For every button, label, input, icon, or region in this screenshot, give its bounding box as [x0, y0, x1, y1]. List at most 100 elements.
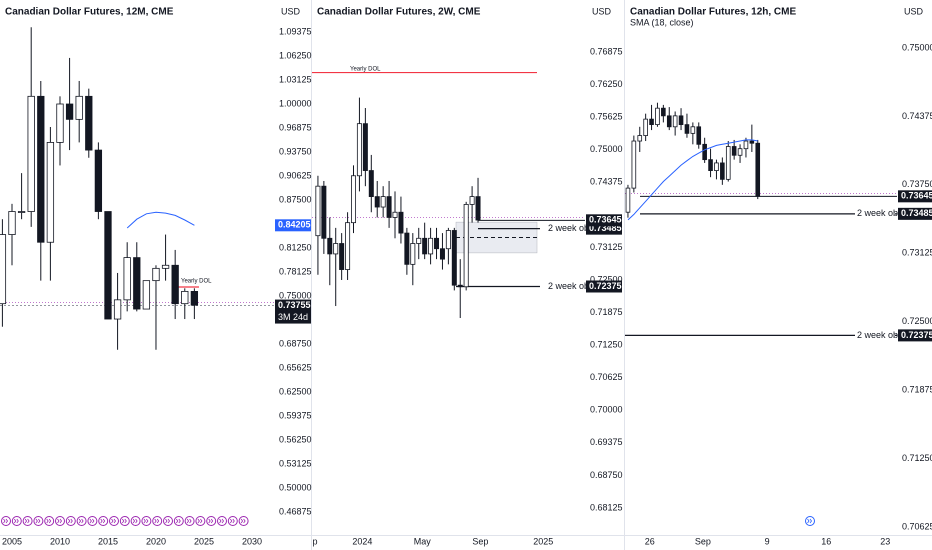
candle-body	[684, 124, 690, 134]
event-icon	[195, 516, 206, 526]
y-tick-label: 0.72500	[590, 274, 623, 284]
y-tick-label: 0.71875	[902, 385, 932, 395]
candle-body	[333, 243, 339, 255]
candle-body	[463, 204, 469, 288]
candle-body	[392, 211, 398, 218]
candle-body	[56, 103, 64, 143]
event-icon	[173, 516, 184, 526]
candle-body	[386, 196, 392, 218]
event-icon-chevron	[132, 518, 138, 524]
event-icon	[98, 516, 109, 526]
candle-body	[643, 118, 648, 136]
level-label: 2 week ob	[857, 208, 898, 218]
y-tick-label: 0.81250	[279, 242, 312, 252]
chart-title: Canadian Dollar Futures, 12h, CME	[630, 7, 796, 18]
last-price-tag: 0.73645	[589, 215, 622, 225]
x-tick-label: 2030	[242, 536, 262, 546]
candle-body	[94, 149, 103, 212]
event-icon	[206, 516, 217, 526]
event-icon-chevron	[35, 518, 41, 524]
candle-body	[637, 135, 643, 142]
event-icon-chevron	[89, 518, 95, 524]
y-tick-label: 0.75000	[902, 42, 932, 52]
event-icon-chevron	[57, 518, 62, 524]
x-tick-label: Sep	[695, 536, 711, 546]
event-icon-chevron	[46, 518, 52, 524]
y-tick-label: 1.06250	[279, 50, 312, 60]
event-icon	[141, 516, 152, 526]
y-tick-label: 0.59375	[279, 410, 312, 420]
event-icon	[119, 516, 130, 526]
event-icon	[1, 516, 11, 526]
y-tick-label: 0.56250	[279, 434, 312, 444]
x-tick-label: p	[312, 536, 317, 546]
candle-body	[339, 243, 345, 270]
candle-body	[755, 142, 761, 197]
level-label: 2 week ob	[548, 281, 589, 291]
price-tag-bg	[586, 280, 622, 293]
y-tick-label: 0.75000	[279, 290, 312, 300]
level-label: 2 week ob	[548, 223, 589, 233]
event-icon-chevron	[78, 518, 84, 524]
last-price-tag: 0.73755	[278, 300, 311, 310]
candle-body	[625, 187, 631, 213]
price-tag-bg	[898, 329, 932, 342]
y-tick-label: 0.70625	[590, 372, 623, 382]
candle-body	[327, 237, 333, 255]
candle-body	[161, 264, 170, 269]
y-tick-label: 0.70625	[902, 521, 932, 531]
candle-body	[469, 196, 475, 205]
x-tick-label: 16	[821, 536, 831, 546]
indicator-label: SMA (18, close)	[630, 17, 694, 27]
event-icon-chevron	[143, 518, 149, 524]
candle-body	[666, 115, 672, 128]
candle-body	[152, 267, 160, 282]
candle-body	[37, 95, 45, 243]
x-tick-label: 2024	[352, 536, 372, 546]
x-tick-label: 2025	[533, 536, 553, 546]
event-icon	[76, 516, 87, 526]
event-icon-chevron	[121, 518, 127, 524]
price-tag: 0.73485	[901, 208, 932, 218]
candle-body	[380, 196, 386, 208]
y-tick-label: 0.96875	[279, 122, 312, 132]
candle-body	[104, 211, 112, 320]
price-tag-bg	[898, 207, 932, 220]
level-label-bg	[855, 207, 895, 220]
y-tick-label: 0.62500	[279, 386, 312, 396]
event-icon	[44, 516, 55, 526]
y-tick-label: 0.68750	[590, 470, 623, 480]
y-tick-label: 0.53125	[279, 458, 312, 468]
x-tick-label: 23	[880, 536, 890, 546]
candle-body	[708, 159, 713, 171]
y-tick-label: 0.50000	[279, 482, 312, 492]
candle-body	[65, 103, 74, 120]
candle-body	[631, 140, 637, 189]
event-icon	[11, 516, 22, 526]
event-icon	[65, 516, 76, 526]
y-tick-label: 0.71875	[590, 307, 623, 317]
candle-body	[690, 126, 696, 134]
event-icon	[217, 516, 227, 526]
event-icon-chevron	[807, 518, 812, 524]
price-tag: 0.73485	[589, 223, 622, 233]
y-tick-label: 0.74375	[590, 177, 623, 187]
candle-body	[133, 257, 141, 310]
y-tick-label: 0.74375	[902, 111, 932, 121]
y-tick-label: 1.03125	[279, 74, 312, 84]
event-icon-chevron	[154, 518, 160, 524]
y-tick-label: 0.93750	[279, 146, 312, 156]
candle-body	[725, 146, 731, 180]
candle-body	[362, 123, 368, 171]
crosshair-tag-bg	[275, 219, 311, 232]
price-tag: 0.72375	[589, 281, 622, 291]
y-tick-label: 0.73750	[902, 179, 932, 189]
candle-body	[731, 146, 737, 156]
event-icon-chevron	[240, 518, 246, 524]
y-tick-label: 0.65625	[279, 362, 312, 372]
event-icon	[109, 516, 119, 526]
candle-body	[404, 232, 410, 265]
candle-body	[123, 257, 131, 301]
sma-line	[126, 211, 195, 229]
